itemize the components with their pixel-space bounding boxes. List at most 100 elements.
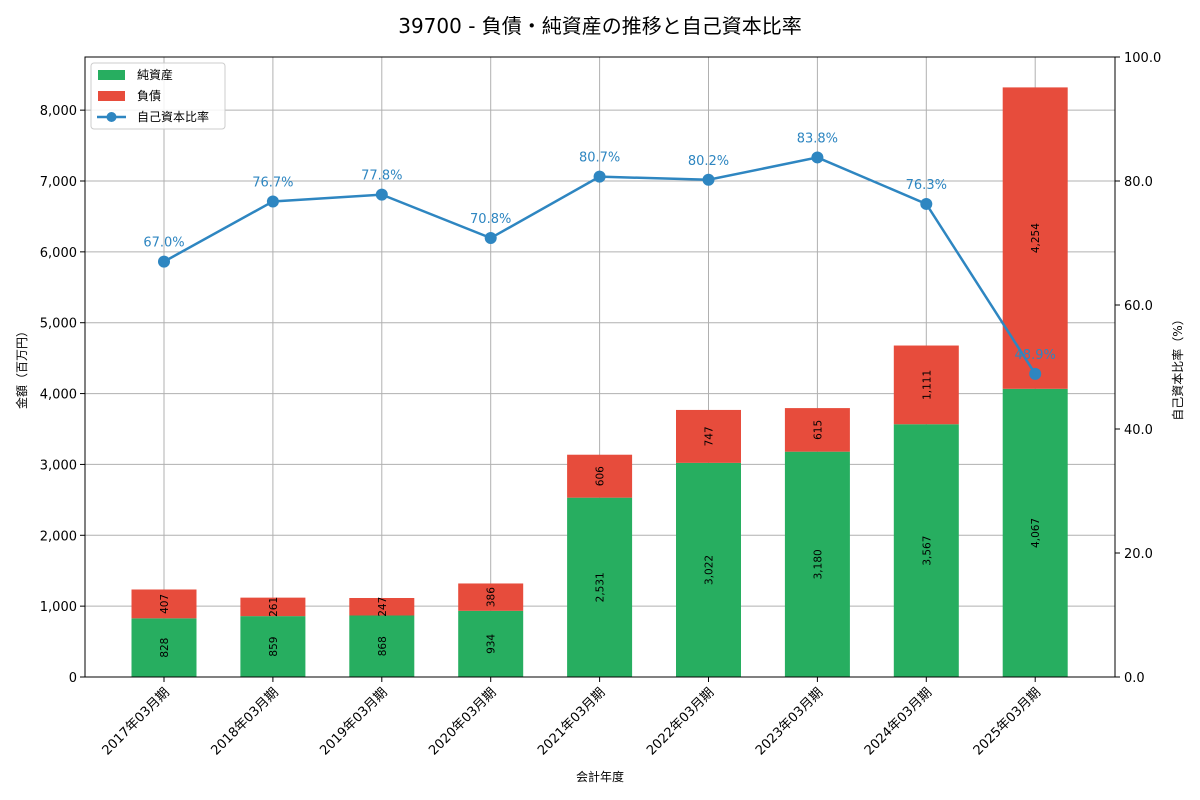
equity-ratio-value-label: 76.3% (906, 178, 947, 193)
bar-value-label-net-assets: 4,067 (1030, 518, 1042, 548)
bar-value-label-liabilities: 606 (595, 466, 607, 486)
bar-value-label-liabilities: 407 (159, 594, 171, 614)
bar-group: 3,180 615 (784, 408, 850, 677)
bars: 828 407 859 261 868 247 934 386 2,531 606 3,022 747… (131, 87, 1068, 677)
legend: 純資産 負債 自己資本比率 (90, 62, 226, 130)
bar-net-assets (349, 615, 415, 677)
bar-group: 934 386 (458, 583, 524, 677)
bar-value-label-net-assets: 3,022 (704, 555, 716, 585)
y-tick-label-left: 2,000 (40, 529, 77, 544)
equity-ratio-marker (484, 232, 497, 245)
bar-group: 4,067 4,254 (1002, 87, 1068, 677)
bar-group: 3,567 1,111 (893, 345, 959, 677)
bar-value-label-net-assets: 3,180 (812, 549, 824, 579)
legend-label-liabilities: 負債 (137, 88, 161, 103)
y-tick-label-right: 0.0 (1124, 671, 1145, 686)
x-tick-label: 2018年03月期 (208, 685, 281, 758)
bar-value-label-net-assets: 828 (159, 638, 171, 658)
equity-ratio-value-label: 67.0% (143, 236, 184, 251)
bar-liabilities (676, 409, 741, 463)
bar-value-label-net-assets: 2,531 (595, 572, 607, 602)
bar-value-label-net-assets: 3,567 (921, 536, 933, 566)
legend-label-equity-ratio: 自己資本比率 (137, 109, 209, 124)
y-tick-label-right: 100.0 (1124, 51, 1161, 66)
y-tick-label-left: 4,000 (40, 388, 77, 403)
bar-group: 2,531 606 (567, 454, 633, 677)
bar-value-label-liabilities: 4,254 (1030, 223, 1042, 253)
y-tick-label-right: 40.0 (1124, 423, 1153, 438)
equity-ratio-marker (811, 151, 824, 164)
bar-liabilities (131, 589, 197, 619)
bar-net-assets (240, 616, 306, 677)
equity-ratio-marker (593, 170, 606, 183)
x-tick-label: 2024年03月期 (862, 685, 935, 758)
bar-net-assets (893, 424, 959, 677)
y-tick-label-right: 60.0 (1124, 299, 1153, 314)
x-tick-label: 2025年03月期 (971, 685, 1044, 758)
y-tick-label-right: 20.0 (1124, 547, 1153, 562)
y-tick-label-left: 3,000 (40, 458, 77, 473)
bar-net-assets (784, 451, 850, 677)
bar-liabilities (893, 345, 959, 425)
bar-net-assets (676, 462, 741, 677)
equity-ratio-marker (375, 188, 388, 201)
x-tick-label: 2021年03月期 (535, 685, 608, 758)
y-tick-label-left: 5,000 (40, 317, 77, 332)
bar-value-label-liabilities: 247 (377, 597, 389, 617)
bar-group: 859 261 (240, 597, 306, 677)
bar-net-assets (131, 618, 197, 677)
bar-value-label-liabilities: 261 (268, 597, 280, 617)
x-tick-label: 2019年03月期 (317, 685, 390, 758)
equity-ratio-marker (266, 195, 279, 208)
bar-value-label-net-assets: 934 (486, 634, 498, 654)
y-tick-label-left: 6,000 (40, 246, 77, 261)
bar-liabilities (458, 583, 524, 611)
bar-liabilities (240, 597, 306, 617)
equity-ratio-value-label: 80.2% (688, 154, 729, 169)
bar-liabilities (567, 454, 633, 498)
equity-ratio-value-label: 70.8% (470, 212, 511, 227)
bar-liabilities (784, 408, 850, 452)
chart-title: 39700 - 負債・純資産の推移と自己資本比率 (398, 14, 802, 38)
y-tick-label-left: 7,000 (40, 175, 77, 190)
y-axis-label-left: 金額（百万円） (14, 325, 29, 409)
bar-value-label-liabilities: 386 (486, 587, 498, 607)
equity-ratio-value-label: 76.7% (252, 175, 293, 190)
legend-swatch-liabilities (98, 91, 125, 101)
bar-value-label-net-assets: 859 (268, 637, 280, 657)
equity-ratio-line: 67.0% 76.7% 77.8% 70.8% 80.7% 80.2% 83.8% 76.3%… (143, 131, 1056, 380)
bar-value-label-liabilities: 747 (704, 426, 716, 446)
bar-group: 3,022 747 (676, 409, 741, 677)
y-tick-label-left: 8,000 (40, 104, 77, 119)
y-tick-label-left: 0 (69, 671, 77, 686)
equity-ratio-value-label: 83.8% (797, 131, 838, 146)
equity-ratio-marker (1029, 367, 1042, 380)
equity-ratio-value-label: 80.7% (579, 151, 620, 166)
y-tick-label-left: 1,000 (40, 600, 77, 615)
equity-ratio-marker (158, 255, 170, 268)
x-tick-label: 2022年03月期 (644, 685, 717, 758)
equity-ratio-value-label: 77.8% (361, 169, 402, 184)
equity-ratio-marker (702, 173, 715, 186)
x-axis-label: 会計年度 (576, 769, 624, 784)
x-tick-label: 2020年03月期 (426, 685, 499, 758)
bar-value-label-liabilities: 1,111 (921, 370, 933, 400)
bar-net-assets (1002, 388, 1068, 677)
bar-net-assets (458, 610, 524, 677)
x-tick-label: 2023年03月期 (753, 685, 826, 758)
bar-value-label-net-assets: 868 (377, 636, 389, 656)
legend-label-net-assets: 純資産 (137, 67, 173, 82)
x-tick-label: 2017年03月期 (100, 685, 173, 758)
equity-ratio-value-label: 48.9% (1015, 348, 1056, 363)
bar-group: 868 247 (349, 597, 415, 677)
bar-liabilities (349, 597, 415, 616)
y-tick-label-right: 80.0 (1124, 175, 1153, 190)
bar-group: 828 407 (131, 589, 197, 677)
legend-swatch-net-assets (98, 70, 125, 80)
y-axis-label-right: 自己資本比率（%） (1170, 313, 1185, 420)
bar-net-assets (567, 497, 633, 677)
legend-marker-icon (106, 112, 117, 122)
equity-ratio-marker (920, 197, 933, 210)
